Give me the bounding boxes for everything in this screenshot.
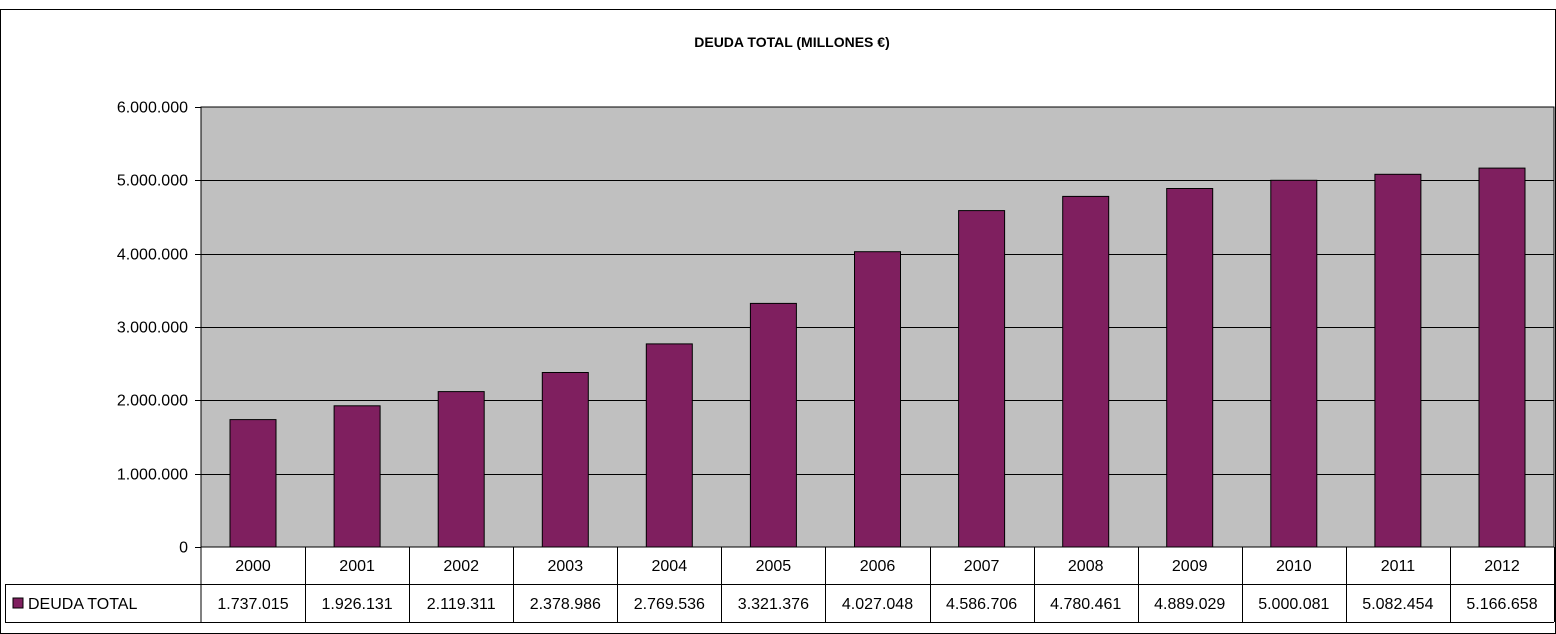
x-category-label: 2001: [339, 558, 375, 575]
x-category-label: 2005: [756, 558, 792, 575]
bar-2009: [1166, 188, 1214, 548]
bar-2005: [749, 302, 797, 548]
y-tick-label: 5.000.000: [117, 173, 188, 190]
x-category-label: 2010: [1276, 558, 1312, 575]
data-table-value: 5.082.454: [1362, 596, 1433, 613]
x-category-label: 2000: [235, 558, 271, 575]
data-table: 2000 2001 2002 2003 2004 2005 2006 2007 2008 2009…: [5, 547, 1555, 623]
data-table-value: 2.378.986: [530, 596, 601, 613]
bar-2007: [958, 210, 1006, 548]
data-table-value: 1.737.015: [217, 596, 288, 613]
y-tick-label: 0: [179, 540, 188, 557]
y-tick-label: 1.000.000: [117, 467, 188, 484]
data-table-value: 5.166.658: [1466, 596, 1537, 613]
y-axis: 0 1.000.000 2.000.000 3.000.000 4.000.000 5.0…: [117, 100, 201, 557]
legend-swatch: [12, 597, 24, 609]
bar-2000: [229, 419, 277, 548]
bar-2001: [333, 405, 381, 548]
x-category-label: 2009: [1172, 558, 1208, 575]
bar-2006: [854, 251, 901, 548]
x-category-label: 2012: [1484, 558, 1520, 575]
bar-2010: [1270, 179, 1318, 548]
x-category-label: 2011: [1381, 558, 1416, 575]
bar-2003: [541, 372, 589, 548]
x-category-label: 2003: [548, 558, 584, 575]
bar-2008: [1062, 195, 1110, 548]
x-category-label: 2006: [860, 558, 896, 575]
chart-title: DEUDA TOTAL (MILLONES €): [694, 34, 889, 50]
x-category-label: 2007: [964, 558, 1000, 575]
data-table-value: 4.027.048: [842, 596, 913, 613]
bar-2011: [1374, 173, 1422, 548]
data-table-value: 5.000.081: [1258, 596, 1329, 613]
y-tick-label: 6.000.000: [117, 100, 188, 117]
legend-series-name: DEUDA TOTAL: [28, 596, 137, 613]
y-tick-label: 4.000.000: [117, 247, 188, 264]
x-category-label: 2002: [443, 558, 479, 575]
x-category-label: 2004: [652, 558, 688, 575]
data-table-value: 1.926.131: [322, 596, 393, 613]
x-category-label: 2008: [1068, 558, 1104, 575]
bar-2004: [645, 343, 693, 548]
bars: [229, 167, 1526, 548]
data-table-value: 2.769.536: [634, 596, 705, 613]
data-table-value: 2.119.311: [427, 596, 496, 613]
data-table-value: 4.586.706: [946, 596, 1017, 613]
y-tick-label: 3.000.000: [117, 320, 188, 337]
y-tick-label: 2.000.000: [117, 393, 188, 410]
bar-2012: [1478, 167, 1526, 548]
data-table-value: 4.889.029: [1154, 596, 1225, 613]
data-table-value: 4.780.461: [1050, 596, 1121, 613]
data-table-value: 3.321.376: [738, 596, 809, 613]
bar-2002: [437, 391, 485, 548]
